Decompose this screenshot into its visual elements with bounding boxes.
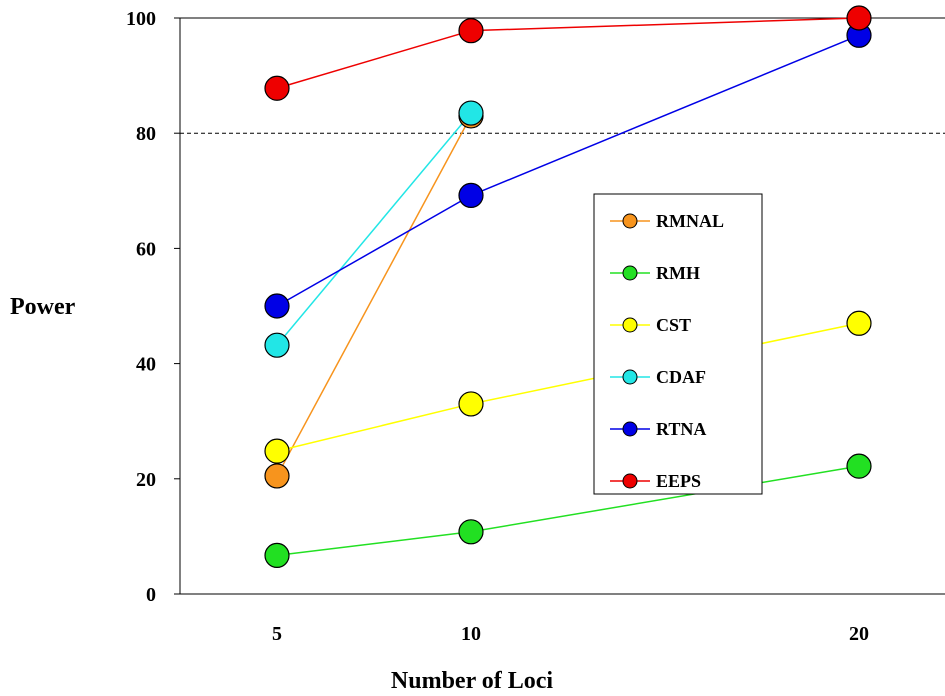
data-point-cst <box>458 391 484 417</box>
legend-marker-rmnal <box>622 213 638 229</box>
data-point-rmh <box>264 542 290 569</box>
y-tick-label: 0 <box>146 584 156 606</box>
legend-marker-cdaf <box>622 369 638 385</box>
series-line-rtna <box>276 194 472 307</box>
legend-marker-cst <box>622 317 638 333</box>
data-point-cst <box>846 310 872 336</box>
legend-label-rtna: RTNA <box>656 419 706 439</box>
series-line-rmh <box>470 465 860 533</box>
data-point-eeps <box>458 18 484 44</box>
series-line-rmh <box>276 531 472 557</box>
y-axis-title: Power <box>10 294 76 320</box>
y-tick-label: 40 <box>136 354 156 376</box>
legend: RMNAL RMH CST CDAF RTNA EEPS <box>593 193 763 495</box>
legend-label-rmnal: RMNAL <box>656 211 724 231</box>
legend-marker-rtna <box>622 421 638 437</box>
x-tick-label: 20 <box>849 623 869 645</box>
x-axis-title: Number of Loci <box>391 668 554 694</box>
legend-label-rmh: RMH <box>656 263 700 283</box>
axis-ticks: 0 20 40 60 80 100 5 10 20 <box>126 8 869 645</box>
x-tick-label: 10 <box>461 623 481 645</box>
series-line-eeps <box>470 17 860 32</box>
legend-label-cst: CST <box>656 315 691 335</box>
data-point-rtna <box>264 293 290 319</box>
data-point-eeps <box>264 75 290 101</box>
x-tick-label: 5 <box>272 623 282 645</box>
legend-box <box>593 193 763 495</box>
legend-label-cdaf: CDAF <box>656 367 706 387</box>
data-point-cst <box>264 438 290 464</box>
data-point-rmh <box>458 519 484 545</box>
series-line-cst <box>276 403 472 452</box>
legend-marker-rmh <box>622 265 638 281</box>
data-point-eeps <box>846 5 872 31</box>
plot-frame <box>179 17 945 595</box>
series-points <box>264 5 872 569</box>
data-point-cdaf <box>264 332 290 358</box>
legend-label-eeps: EEPS <box>656 471 701 491</box>
series-line-cdaf <box>276 112 472 346</box>
data-point-cdaf <box>458 100 484 126</box>
legend-marker-eeps <box>622 473 638 489</box>
series-line-eeps <box>276 29 472 89</box>
series-lines <box>276 17 860 557</box>
y-tick-label: 20 <box>136 469 156 491</box>
data-point-rmh <box>846 453 872 479</box>
y-tick-label: 100 <box>126 8 156 30</box>
data-point-rtna <box>458 182 484 209</box>
y-tick-label: 80 <box>136 123 156 145</box>
y-tick-label: 60 <box>136 238 156 260</box>
series-line-rtna <box>470 34 860 197</box>
data-point-rmnal <box>264 463 290 489</box>
series-line-rmnal <box>276 115 472 477</box>
